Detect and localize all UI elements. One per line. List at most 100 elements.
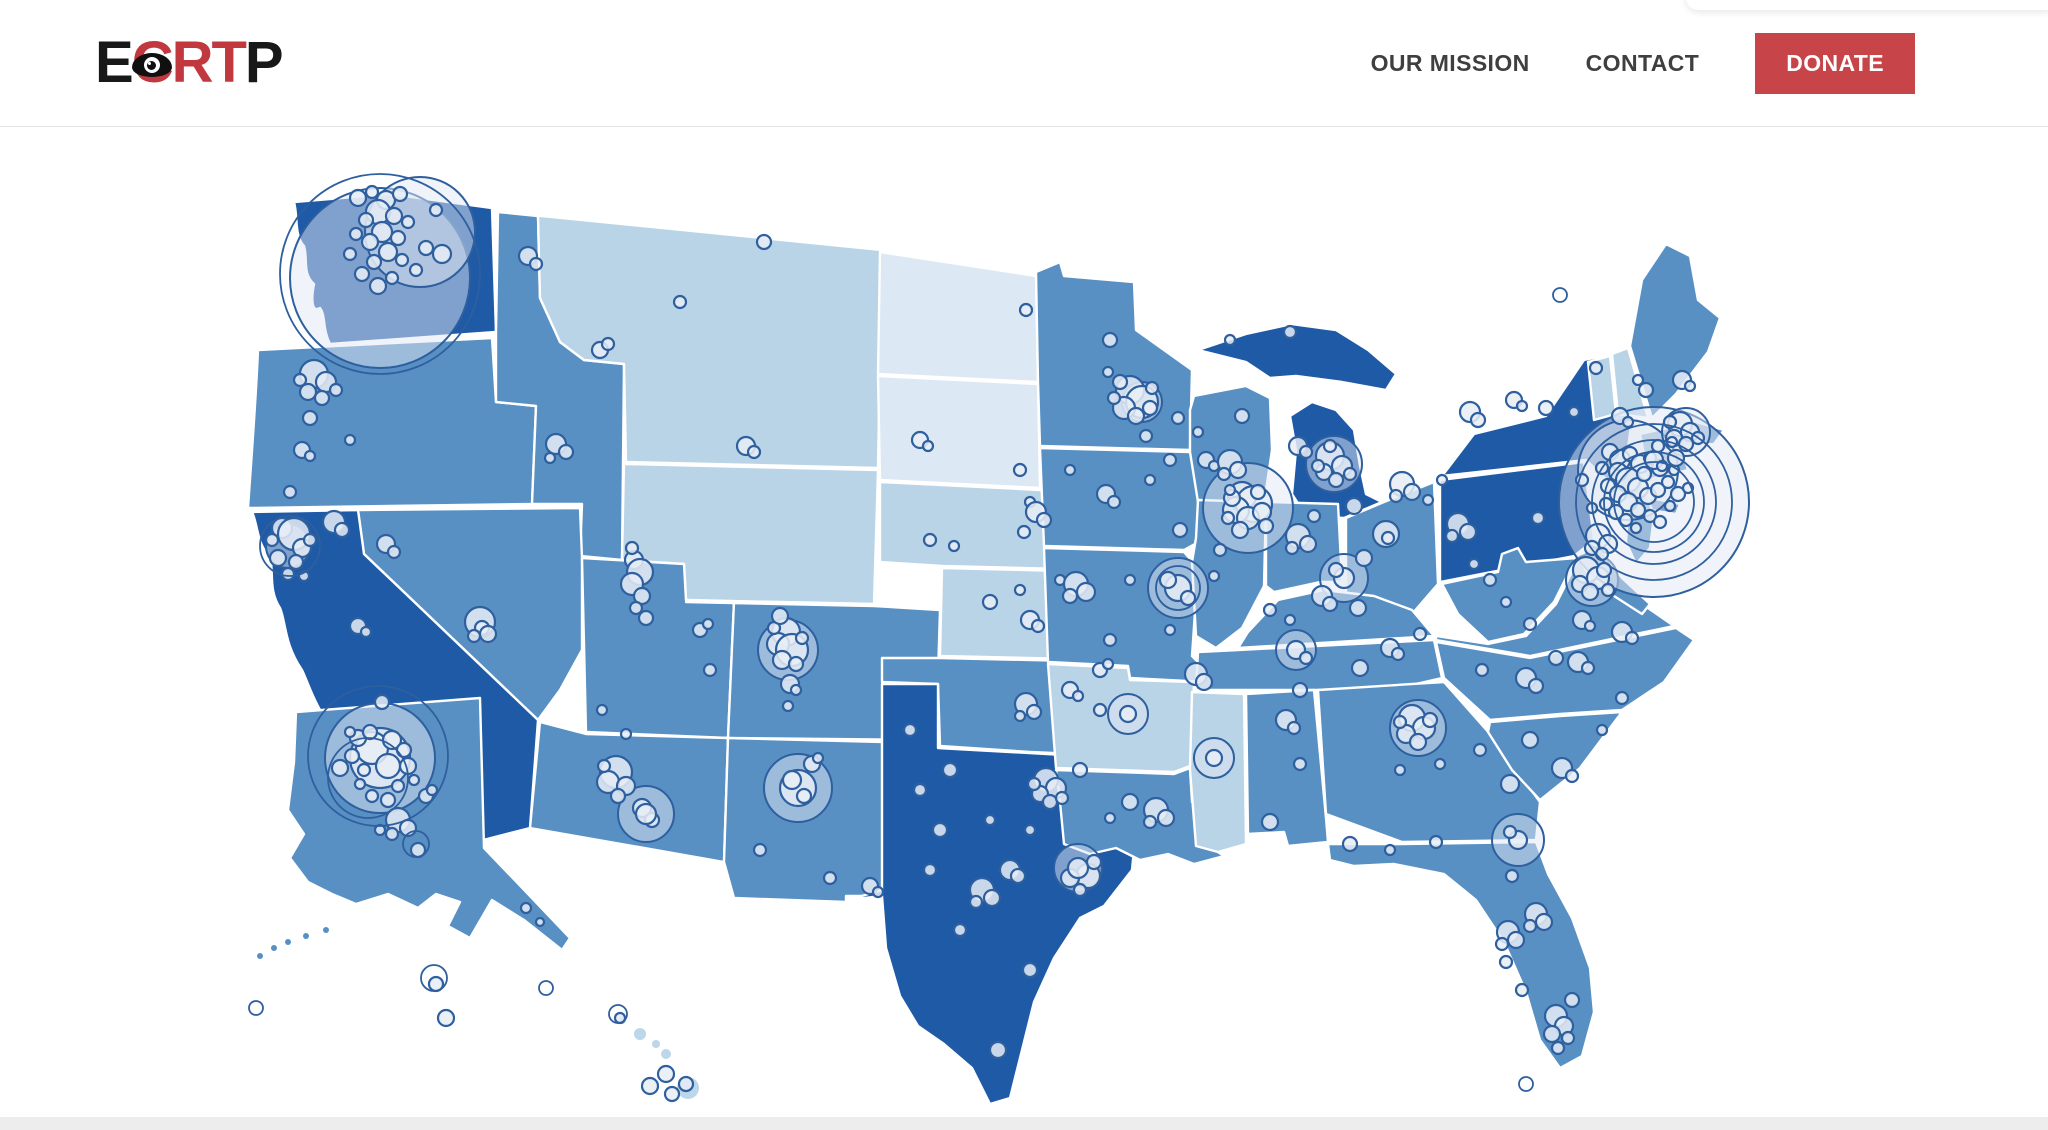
state-GA[interactable] (1316, 680, 1542, 844)
city-bubble[interactable] (353, 777, 367, 791)
city-bubble[interactable] (279, 173, 481, 375)
city-bubble[interactable] (343, 747, 361, 765)
city-bubble[interactable] (1063, 463, 1077, 477)
city-bubble[interactable] (364, 788, 380, 804)
city-bubble[interactable] (374, 752, 402, 780)
city-bubble[interactable] (1310, 458, 1326, 474)
city-bubble[interactable] (353, 265, 371, 283)
city-bubble[interactable] (1580, 582, 1600, 602)
city-bubble[interactable] (298, 382, 318, 402)
city-bubble[interactable] (1467, 557, 1481, 571)
city-bubble[interactable] (1223, 483, 1237, 497)
city-bubble[interactable] (400, 214, 416, 230)
city-bubble[interactable] (1421, 711, 1439, 729)
city-bubble[interactable] (1016, 524, 1032, 540)
city-bubble[interactable] (1141, 399, 1159, 417)
city-bubble[interactable] (1383, 843, 1397, 857)
city-bubble[interactable] (302, 532, 318, 548)
city-bubble[interactable] (902, 722, 918, 738)
city-bubble[interactable] (394, 252, 410, 268)
city-bubble[interactable] (1223, 333, 1237, 347)
city-bubble[interactable] (1025, 703, 1043, 721)
city-bubble[interactable] (1506, 930, 1526, 950)
city-bubble[interactable] (348, 226, 364, 242)
city-bubble[interactable] (1603, 451, 1705, 553)
city-bubble[interactable] (1380, 530, 1396, 546)
city-bubble[interactable] (600, 336, 616, 352)
city-bubble[interactable] (1322, 438, 1338, 454)
city-bubble[interactable] (1594, 546, 1610, 562)
city-bubble[interactable] (1216, 466, 1232, 482)
city-bubble[interactable] (528, 256, 544, 272)
city-bubble[interactable] (702, 662, 718, 678)
city-bubble[interactable] (280, 566, 296, 582)
city-bubble[interactable] (557, 443, 575, 461)
city-bubble[interactable] (1327, 471, 1345, 489)
city-bubble[interactable] (1530, 510, 1546, 526)
city-bubble[interactable] (379, 791, 397, 809)
city-bubble[interactable] (871, 885, 885, 899)
city-bubble[interactable] (1306, 508, 1322, 524)
city-bubble[interactable] (1066, 856, 1090, 880)
city-bubble[interactable] (343, 725, 357, 739)
city-bubble[interactable] (1469, 411, 1487, 429)
city-bubble[interactable] (1575, 423, 1733, 581)
city-bubble[interactable] (1341, 835, 1359, 853)
city-bubble[interactable] (781, 699, 795, 713)
city-bubble[interactable] (1642, 508, 1658, 524)
city-bubble[interactable] (368, 276, 388, 296)
city-bubble[interactable] (1499, 595, 1513, 609)
city-bubble[interactable] (292, 372, 308, 388)
city-bubble[interactable] (1260, 812, 1280, 832)
city-bubble[interactable] (1158, 570, 1178, 590)
city-bubble[interactable] (1534, 912, 1554, 932)
city-bubble[interactable] (781, 769, 803, 791)
city-bubble[interactable] (1635, 465, 1653, 483)
city-bubble[interactable] (1075, 581, 1097, 603)
city-bubble[interactable] (386, 544, 402, 560)
city-bubble[interactable] (313, 389, 331, 407)
nav-contact[interactable]: CONTACT (1585, 49, 1700, 76)
city-bubble[interactable] (417, 239, 435, 257)
city-bubble[interactable] (983, 813, 997, 827)
city-bubble[interactable] (1156, 808, 1176, 828)
city-bubble[interactable] (264, 532, 280, 548)
state-SC[interactable] (1486, 710, 1624, 802)
city-bubble[interactable] (1666, 448, 1686, 468)
city-bubble[interactable] (1502, 824, 1518, 840)
city-bubble[interactable] (1102, 632, 1118, 648)
city-bubble[interactable] (407, 773, 421, 787)
city-bubble[interactable] (1085, 853, 1103, 871)
city-bubble[interactable] (1412, 626, 1428, 642)
city-bubble[interactable] (390, 778, 406, 794)
city-bubble[interactable] (365, 253, 383, 271)
city-bubble[interactable] (1583, 619, 1597, 633)
city-bubble[interactable] (348, 188, 368, 208)
city-bubble[interactable] (947, 539, 961, 553)
city-bubble[interactable] (1631, 373, 1645, 387)
city-bubble[interactable] (1283, 613, 1297, 627)
city-bubble[interactable] (360, 232, 380, 252)
city-bubble[interactable] (931, 821, 949, 839)
city-bubble[interactable] (384, 206, 404, 226)
city-bubble[interactable] (1284, 540, 1300, 556)
city-bubble[interactable] (596, 758, 612, 774)
city-bubble[interactable] (330, 758, 350, 778)
city-bubble[interactable] (303, 449, 317, 463)
city-bubble[interactable] (672, 294, 688, 310)
state-AL[interactable] (1244, 688, 1330, 848)
city-bubble[interactable] (1402, 482, 1422, 502)
city-bubble[interactable] (1542, 1024, 1562, 1044)
city-bubble[interactable] (1101, 331, 1119, 349)
city-bubble[interactable] (1054, 790, 1070, 806)
city-bubble[interactable] (395, 741, 413, 759)
city-bubble[interactable] (1595, 723, 1609, 737)
city-bubble[interactable] (1327, 561, 1345, 579)
city-bubble[interactable] (952, 922, 968, 938)
city-bubble[interactable] (1564, 768, 1580, 784)
site-logo[interactable]: ECRTP (95, 34, 284, 92)
city-bubble[interactable] (538, 980, 554, 996)
city-bubble[interactable] (1286, 720, 1302, 736)
city-bubble[interactable] (1298, 444, 1314, 460)
city-bubble[interactable] (1669, 485, 1687, 503)
